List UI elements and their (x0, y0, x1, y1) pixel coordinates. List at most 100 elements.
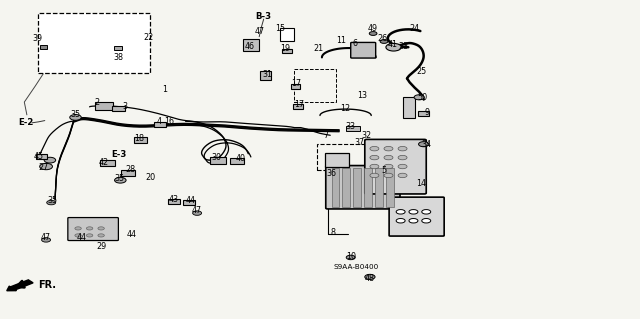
Bar (364, 168, 372, 207)
Text: 3: 3 (122, 102, 127, 111)
Bar (332, 168, 339, 207)
Bar (293, 104, 303, 109)
Circle shape (414, 95, 424, 100)
Circle shape (384, 146, 393, 151)
Circle shape (369, 32, 377, 35)
Bar (317, 144, 390, 170)
Text: 48: 48 (365, 274, 375, 283)
Circle shape (98, 227, 104, 230)
Text: 28: 28 (125, 165, 136, 174)
Circle shape (422, 219, 431, 223)
Bar (154, 122, 166, 127)
Text: 18: 18 (134, 134, 145, 143)
FancyBboxPatch shape (389, 197, 444, 236)
Circle shape (42, 238, 51, 242)
Text: 34: 34 (421, 140, 431, 149)
Bar (168, 199, 180, 204)
Bar (260, 71, 271, 80)
Text: 43: 43 (169, 195, 179, 204)
FancyBboxPatch shape (326, 166, 400, 209)
Circle shape (422, 210, 431, 214)
Bar (403, 97, 415, 118)
Text: 15: 15 (275, 24, 285, 33)
Text: 17: 17 (291, 79, 301, 88)
Circle shape (384, 164, 393, 169)
Circle shape (370, 173, 379, 178)
Text: 17: 17 (294, 100, 305, 109)
Text: 47: 47 (255, 27, 265, 36)
Text: 14: 14 (416, 179, 426, 188)
Text: 5: 5 (381, 166, 387, 175)
Text: 11: 11 (336, 36, 346, 45)
Bar (40, 45, 47, 49)
Circle shape (346, 255, 355, 260)
Bar (386, 168, 394, 207)
Text: S9AA-B0400: S9AA-B0400 (333, 264, 378, 270)
Text: 31: 31 (262, 70, 273, 79)
Bar (100, 160, 115, 166)
Circle shape (44, 157, 56, 163)
Bar (121, 170, 135, 176)
Circle shape (115, 177, 126, 183)
Circle shape (98, 234, 104, 237)
Circle shape (75, 234, 81, 237)
Text: 39: 39 (32, 34, 42, 43)
Bar (112, 106, 125, 111)
Text: 30: 30 (211, 153, 221, 162)
FancyBboxPatch shape (68, 218, 118, 241)
Text: 20: 20 (145, 173, 156, 182)
Text: 40: 40 (236, 154, 246, 163)
Text: 36: 36 (326, 169, 337, 178)
Circle shape (193, 211, 202, 215)
Circle shape (86, 227, 93, 230)
Text: 23: 23 (398, 42, 408, 51)
Text: E-2: E-2 (18, 118, 33, 127)
Text: 32: 32 (362, 131, 372, 140)
Bar (282, 48, 292, 54)
Bar (291, 84, 301, 88)
Circle shape (396, 219, 405, 223)
Bar (418, 111, 429, 116)
Text: 16: 16 (164, 117, 175, 126)
Circle shape (409, 210, 418, 214)
Text: 2: 2 (95, 98, 100, 107)
Bar (342, 168, 350, 207)
Circle shape (386, 43, 401, 51)
Bar (346, 126, 360, 131)
FancyArrow shape (7, 280, 33, 291)
Text: 26: 26 (378, 34, 388, 43)
FancyBboxPatch shape (365, 139, 426, 194)
Text: 46: 46 (244, 42, 255, 51)
Bar (114, 46, 122, 50)
Bar (243, 39, 259, 51)
Circle shape (398, 173, 407, 178)
Text: 44: 44 (126, 230, 136, 239)
Text: 47: 47 (41, 233, 51, 242)
Bar (294, 69, 336, 102)
Circle shape (86, 234, 93, 237)
Circle shape (384, 173, 393, 178)
Text: 50: 50 (417, 93, 428, 102)
Circle shape (380, 40, 388, 43)
Text: 33: 33 (346, 122, 356, 130)
Text: FR.: FR. (38, 279, 56, 290)
Bar (36, 154, 47, 159)
Bar (353, 168, 361, 207)
Text: 10: 10 (346, 252, 356, 261)
Circle shape (398, 164, 407, 169)
Circle shape (396, 210, 405, 214)
Circle shape (370, 155, 379, 160)
Circle shape (40, 163, 52, 170)
Circle shape (384, 155, 393, 160)
Text: 4: 4 (156, 117, 161, 126)
Circle shape (398, 155, 407, 160)
Text: 35: 35 (115, 174, 125, 183)
Circle shape (70, 115, 81, 120)
Bar (183, 200, 195, 205)
Circle shape (409, 219, 418, 223)
Text: 13: 13 (357, 91, 367, 100)
Text: 29: 29 (96, 242, 106, 251)
Text: 1: 1 (163, 85, 168, 94)
Text: 27: 27 (38, 163, 49, 172)
Text: E-3: E-3 (111, 150, 127, 159)
